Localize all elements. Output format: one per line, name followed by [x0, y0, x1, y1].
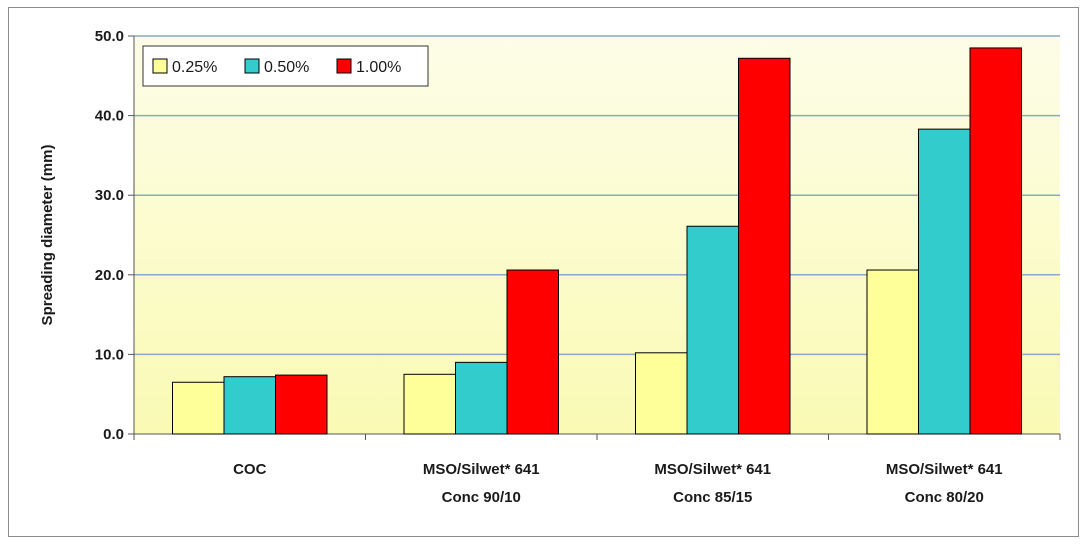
- bar-0.50%-1: [455, 361, 508, 435]
- bar-0.50%-0: [223, 376, 276, 435]
- bar-1.00%-3: [969, 47, 1022, 435]
- labels: 0.0 10.0 20.0 30.0 40.0 50.0 COC MSO/Silwet* 64…: [95, 28, 1003, 506]
- legend-label-0: 0.25%: [172, 59, 217, 76]
- legend: 0.25% 0.50% 1.00%: [142, 45, 429, 87]
- x-category-label: Conc 85/15: [673, 489, 752, 506]
- legend-box: [142, 45, 429, 87]
- y-axis-title: Spreading diameter (mm): [39, 145, 56, 326]
- bar-0.25%-2: [635, 352, 688, 435]
- bar-0.50%-3: [918, 128, 971, 435]
- x-category-label: MSO/Silwet* 641: [654, 461, 771, 478]
- bar-1.00%-0: [275, 374, 328, 435]
- bar-1.00%-2: [738, 57, 791, 435]
- x-category-label: COC: [233, 461, 267, 478]
- y-tick-label: 10.0: [95, 346, 124, 363]
- legend-label-1: 0.50%: [264, 59, 309, 76]
- x-category-label: Conc 80/20: [905, 489, 984, 506]
- bar-0.25%-1: [403, 373, 456, 435]
- y-tick-label: 50.0: [95, 28, 124, 45]
- bar-0.25%-0: [172, 381, 225, 435]
- y-tick-label: 40.0: [95, 108, 124, 125]
- legend-label-2: 1.00%: [356, 59, 401, 76]
- bar-0.25%-3: [866, 269, 919, 435]
- y-tick-label: 20.0: [95, 267, 124, 284]
- bars: [172, 47, 1022, 435]
- x-category-label: Conc 90/10: [442, 489, 521, 506]
- legend-swatch-2: [336, 58, 352, 74]
- x-category-label: MSO/Silwet* 641: [423, 461, 540, 478]
- bar-0.50%-2: [686, 225, 739, 435]
- y-tick-label: 0.0: [103, 426, 124, 443]
- legend-swatch-0: [152, 58, 168, 74]
- bar-1.00%-1: [506, 269, 559, 435]
- legend-swatch-1: [244, 58, 260, 74]
- x-category-label: MSO/Silwet* 641: [886, 461, 1003, 478]
- y-tick-label: 30.0: [95, 187, 124, 204]
